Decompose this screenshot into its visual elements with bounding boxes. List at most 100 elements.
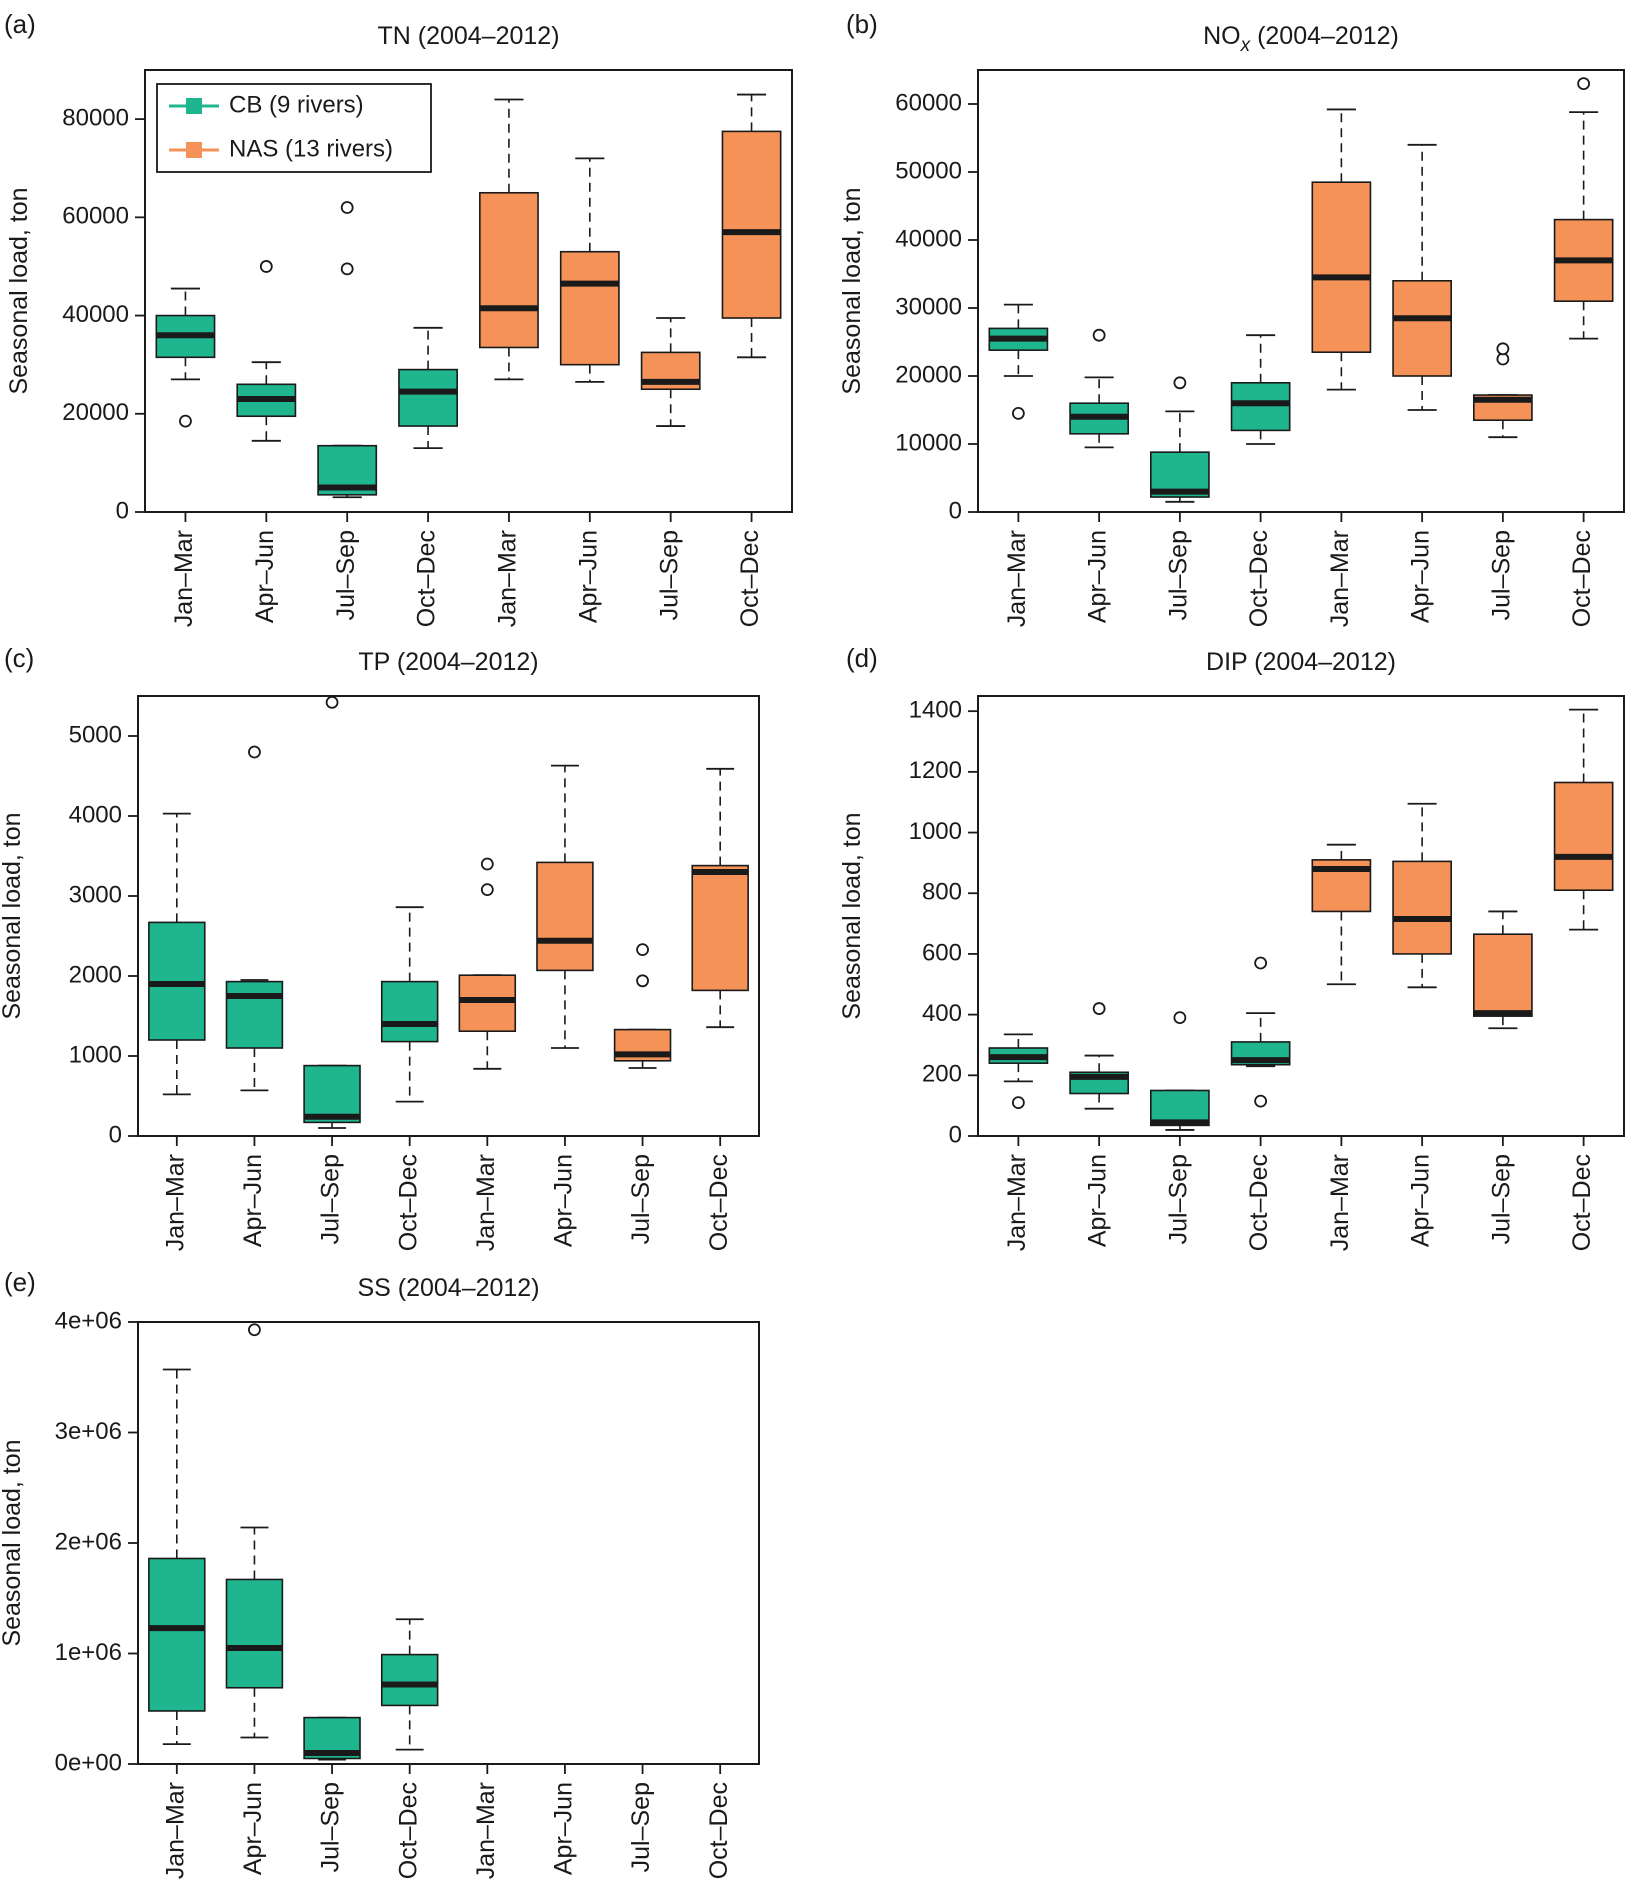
box-nas-6	[613, 943, 672, 1069]
y-axis-label: Seasonal load, ton	[0, 1439, 26, 1646]
y-tick-label: 60000	[62, 203, 129, 230]
x-category-label: Jul–Sep	[317, 1782, 345, 1872]
x-category-label: Oct–Dec	[705, 1154, 733, 1251]
x-category-label: Apr–Jun	[1084, 530, 1112, 623]
x-category-label: Jan–Mar	[170, 530, 198, 627]
x-category-label: Jan–Mar	[161, 1782, 189, 1879]
x-category-label: Jul–Sep	[1164, 1154, 1192, 1244]
y-tick-label: 1000	[909, 818, 962, 845]
x-category-label: Oct–Dec	[1245, 1154, 1273, 1251]
y-tick-label: 0	[949, 497, 962, 524]
y-tick-label: 0	[116, 497, 129, 524]
panel-title: SS (2004–2012)	[357, 1274, 539, 1302]
x-category-label: Apr–Jun	[251, 530, 279, 623]
panel-c: (c) TP (2004–2012) Seasonal load, ton 0 1000…	[0, 643, 760, 1251]
x-category-label: Jan–Mar	[472, 1782, 500, 1879]
y-tick-label: 2e+06	[55, 1528, 122, 1555]
panel-letter: (a)	[4, 9, 36, 39]
x-category-label: Apr–Jun	[1407, 530, 1435, 623]
panel-d: (d) DIP (2004–2012) Seasonal load, ton 0 200…	[838, 643, 1625, 1251]
y-tick-label: 1200	[909, 757, 962, 784]
iqr-box	[691, 864, 749, 992]
outlier-point	[1577, 77, 1591, 90]
outlier-point	[1173, 376, 1187, 390]
iqr-box	[536, 861, 594, 972]
iqr-box	[1311, 181, 1372, 353]
panel-title: TP (2004–2012)	[358, 648, 538, 676]
y-axis-label: Seasonal load, ton	[838, 812, 866, 1019]
box-cb-2	[1150, 1011, 1210, 1131]
panel-letter: (c)	[4, 643, 34, 673]
x-category-label: Apr–Jun	[574, 530, 602, 623]
plot-frame	[137, 1321, 760, 1765]
outlier-point	[1011, 406, 1025, 420]
plot-frame	[977, 695, 1625, 1137]
x-category-label: Oct–Dec	[413, 530, 441, 627]
box-nas-4	[1311, 108, 1372, 391]
box-nas-7	[721, 93, 782, 359]
x-category-label: Oct–Dec	[394, 1782, 422, 1879]
box-cb-2	[303, 696, 361, 1129]
x-category-label: Jul–Sep	[1487, 1154, 1515, 1244]
x-category-label: Jan–Mar	[1326, 530, 1354, 627]
x-category-label: Apr–Jun	[239, 1154, 267, 1247]
outlier-point	[179, 414, 192, 428]
panel-a: (a) TN (2004–2012) Seasonal load, ton 0 2000…	[4, 9, 793, 627]
plot-frame	[977, 69, 1625, 513]
x-category-label: Oct–Dec	[1568, 530, 1596, 627]
y-tick-label: 20000	[895, 361, 962, 388]
box-nas-5	[559, 157, 620, 383]
x-category-label: Jul–Sep	[1164, 530, 1192, 620]
iqr-box	[559, 250, 620, 366]
x-category-label: Jul–Sep	[627, 1782, 655, 1872]
x-category-label: Jul–Sep	[1487, 530, 1515, 620]
iqr-box	[1553, 781, 1614, 892]
x-category-label: Jan–Mar	[1003, 1154, 1031, 1251]
box-cb-1	[236, 260, 297, 442]
outlier-point	[340, 262, 354, 276]
x-category-label: Jul–Sep	[655, 530, 683, 620]
y-tick-label: 0	[109, 1121, 122, 1148]
box-nas-4	[458, 857, 517, 1070]
y-tick-label: 1000	[69, 1041, 122, 1068]
box-nas-4	[479, 98, 539, 381]
outlier-point	[1092, 1002, 1106, 1015]
y-tick-label: 80000	[62, 104, 129, 131]
outlier-point	[1254, 1094, 1268, 1108]
y-axis-label: Seasonal load, ton	[838, 187, 866, 394]
outlier-point	[1254, 956, 1268, 970]
panel-letter: (b)	[846, 9, 878, 39]
box-cb-3	[380, 1618, 439, 1751]
y-tick-label: 40000	[895, 225, 962, 252]
iqr-box	[721, 130, 782, 319]
box-cb-3	[1230, 956, 1291, 1108]
box-cb-2	[317, 201, 378, 499]
outlier-point	[1011, 1096, 1025, 1110]
box-cb-2	[303, 1716, 361, 1761]
y-tick-label: 60000	[895, 89, 962, 116]
x-category-label: Oct–Dec	[705, 1782, 733, 1879]
y-tick-label: 600	[922, 939, 962, 966]
outlier-point	[340, 201, 354, 214]
box-cb-0	[988, 1033, 1049, 1110]
iqr-box	[479, 191, 539, 349]
panel-title: NOx (2004–2012)	[1203, 22, 1399, 56]
box-cb-0	[155, 287, 216, 428]
y-tick-label: 50000	[895, 157, 962, 184]
box-cb-0	[148, 1368, 206, 1746]
x-category-label: Jan–Mar	[1003, 530, 1031, 627]
legend-label: NAS (13 rivers)	[229, 135, 393, 162]
y-tick-label: 800	[922, 879, 962, 906]
x-category-label: Jul–Sep	[627, 1154, 655, 1244]
title-rest: (2004–2012)	[1250, 22, 1399, 50]
y-tick-label: 1e+06	[55, 1639, 122, 1666]
x-category-label: Oct–Dec	[1568, 1154, 1596, 1251]
iqr-box	[225, 980, 284, 1049]
box-nas-7	[691, 767, 749, 1029]
legend-swatch	[186, 98, 202, 114]
title-subscript: x	[1240, 35, 1252, 56]
title-main: NO	[1203, 22, 1241, 50]
y-tick-label: 5000	[69, 721, 122, 748]
